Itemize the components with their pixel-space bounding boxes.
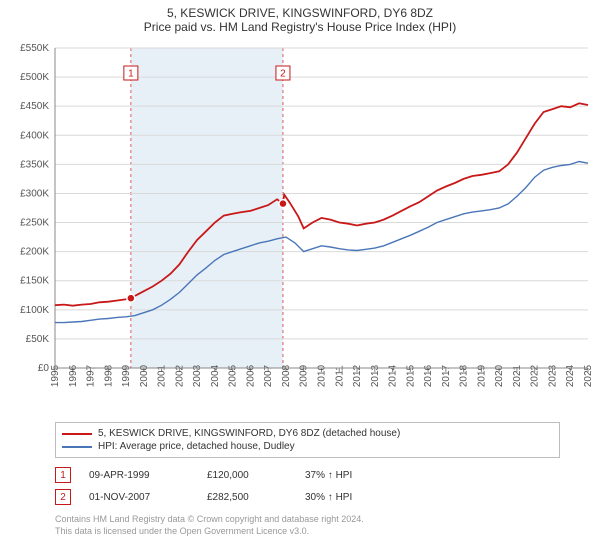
line-chart: £0 £50K £100K £150K £200K £250K £300K £350K £400… [0, 38, 600, 418]
y-tick-label: £150K [20, 276, 49, 287]
attribution-line: Contains HM Land Registry data © Crown c… [55, 514, 560, 526]
legend-row: 5, KESWICK DRIVE, KINGSWINFORD, DY6 8DZ … [62, 427, 553, 440]
legend-swatch [62, 446, 92, 448]
sale-hpi: 37% ↑ HPI [305, 470, 395, 481]
sale-row: 1 09-APR-1999 £120,000 37% ↑ HPI [55, 464, 560, 486]
y-tick-label: £400K [20, 130, 49, 141]
y-tick-label: £50K [26, 334, 50, 345]
sale-price: £282,500 [207, 492, 287, 503]
attribution: Contains HM Land Registry data © Crown c… [55, 514, 560, 543]
sale-hpi: 30% ↑ HPI [305, 492, 395, 503]
y-tick-label: £200K [20, 247, 49, 258]
sale-date: 01-NOV-2007 [89, 492, 189, 503]
legend-label: HPI: Average price, detached house, Dudl… [98, 441, 295, 452]
sale-marker: 2 [55, 489, 71, 505]
y-tick-label: £0 [38, 363, 50, 374]
chart-container: 5, KESWICK DRIVE, KINGSWINFORD, DY6 8DZ … [0, 0, 600, 543]
legend-box: 5, KESWICK DRIVE, KINGSWINFORD, DY6 8DZ … [55, 422, 560, 458]
attribution-line: This data is licensed under the Open Gov… [55, 526, 560, 538]
legend-row: HPI: Average price, detached house, Dudl… [62, 440, 553, 453]
sale-marker-number: 1 [128, 69, 134, 80]
y-tick-label: £100K [20, 305, 49, 316]
y-tick-label: £500K [20, 72, 49, 83]
y-tick-label: £250K [20, 218, 49, 229]
legend-swatch [62, 433, 92, 435]
chart-subtitle: Price paid vs. HM Land Registry's House … [0, 20, 600, 34]
sale-date: 09-APR-1999 [89, 470, 189, 481]
y-tick-label: £550K [20, 43, 49, 54]
y-tick-label: £350K [20, 159, 49, 170]
title-block: 5, KESWICK DRIVE, KINGSWINFORD, DY6 8DZ … [0, 0, 600, 38]
sales-table: 1 09-APR-1999 £120,000 37% ↑ HPI 2 01-NOV-200… [55, 464, 560, 508]
sale-point-dot [127, 294, 135, 302]
y-tick-label: £450K [20, 101, 49, 112]
sale-price: £120,000 [207, 470, 287, 481]
sale-row: 2 01-NOV-2007 £282,500 30% ↑ HPI [55, 486, 560, 508]
y-tick-label: £300K [20, 188, 49, 199]
chart-area: £0 £50K £100K £150K £200K £250K £300K £350K £400… [0, 38, 600, 418]
legend-label: 5, KESWICK DRIVE, KINGSWINFORD, DY6 8DZ … [98, 428, 400, 439]
sale-point-dot [279, 200, 287, 208]
sale-marker: 1 [55, 467, 71, 483]
chart-title: 5, KESWICK DRIVE, KINGSWINFORD, DY6 8DZ [0, 6, 600, 20]
sale-marker-number: 2 [280, 69, 286, 80]
